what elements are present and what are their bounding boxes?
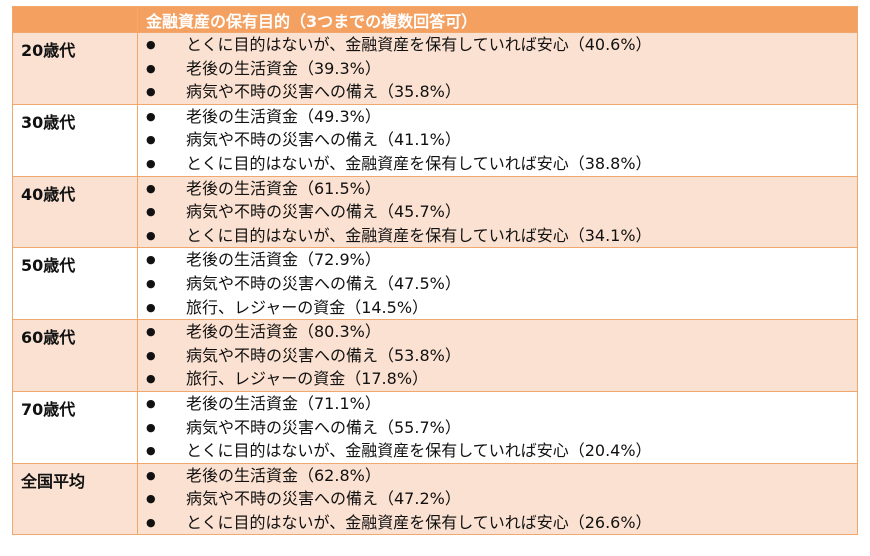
item: 旅行、レジャーの資金（14.5%） [138, 296, 857, 320]
item-list: 老後の生活資金（72.9%）病気や不時の災害への備え（47.5%）旅行、レジャー… [138, 248, 857, 319]
table: 金融資産の保有目的（3つまでの複数回答可） 20歳代とくに目的はないが、金融資産… [12, 6, 858, 536]
item-list: とくに目的はないが、金融資産を保有していれば安心（40.6%）老後の生活資金（3… [138, 33, 857, 104]
item: 旅行、レジャーの資金（17.8%） [138, 367, 857, 391]
item: とくに目的はないが、金融資産を保有していれば安心（40.6%） [138, 33, 857, 57]
items-cell: 老後の生活資金（72.9%）病気や不時の災害への備え（47.5%）旅行、レジャー… [137, 247, 858, 321]
item-list: 老後の生活資金（71.1%）病気や不時の災害への備え（55.7%）とくに目的はな… [138, 392, 857, 463]
item: 病気や不時の災害への備え（35.8%） [138, 80, 857, 104]
item: とくに目的はないが、金融資産を保有していれば安心（34.1%） [138, 224, 857, 248]
items-cell: 老後の生活資金（80.3%）病気や不時の災害への備え（53.8%）旅行、レジャー… [137, 319, 858, 392]
item: 老後の生活資金（61.5%） [138, 177, 857, 201]
row: 50歳代老後の生活資金（72.9%）病気や不時の災害への備え（47.5%）旅行、… [12, 247, 858, 321]
row: 70歳代老後の生活資金（71.1%）病気や不時の災害への備え（55.7%）とくに… [12, 390, 858, 464]
age-label: 40歳代 [12, 175, 138, 249]
age-label: 30歳代 [12, 103, 138, 177]
table-body: 20歳代とくに目的はないが、金融資産を保有していれば安心（40.6%）老後の生活… [12, 32, 858, 536]
item: 病気や不時の災害への備え（45.7%） [138, 200, 857, 224]
age-label: 70歳代 [12, 390, 138, 464]
item: 老後の生活資金（49.3%） [138, 105, 857, 129]
item: とくに目的はないが、金融資産を保有していれば安心（20.4%） [138, 439, 857, 463]
age-label: 20歳代 [12, 32, 138, 105]
row: 30歳代老後の生活資金（49.3%）病気や不時の災害への備え（41.1%）とくに… [12, 103, 858, 177]
item-list: 老後の生活資金（62.8%）病気や不時の災害への備え（47.2%）とくに目的はな… [138, 464, 857, 535]
header-title: 金融資産の保有目的（3つまでの複数回答可） [137, 6, 858, 33]
header-row: 金融資産の保有目的（3つまでの複数回答可） [12, 6, 858, 33]
age-label: 50歳代 [12, 247, 138, 321]
item: とくに目的はないが、金融資産を保有していれば安心（26.6%） [138, 511, 857, 535]
age-label: 全国平均 [12, 462, 138, 536]
item: 病気や不時の災害への備え（47.2%） [138, 487, 857, 511]
item-list: 老後の生活資金（49.3%）病気や不時の災害への備え（41.1%）とくに目的はな… [138, 105, 857, 176]
item: 老後の生活資金（62.8%） [138, 464, 857, 488]
item: 病気や不時の災害への備え（47.5%） [138, 272, 857, 296]
age-label: 60歳代 [12, 319, 138, 392]
item: とくに目的はないが、金融資産を保有していれば安心（38.8%） [138, 152, 857, 176]
item: 老後の生活資金（80.3%） [138, 320, 857, 344]
items-cell: 老後の生活資金（49.3%）病気や不時の災害への備え（41.1%）とくに目的はな… [137, 103, 858, 177]
item-list: 老後の生活資金（61.5%）病気や不時の災害への備え（45.7%）とくに目的はな… [138, 177, 857, 248]
items-cell: 老後の生活資金（71.1%）病気や不時の災害への備え（55.7%）とくに目的はな… [137, 390, 858, 464]
header-cell [12, 6, 138, 33]
item: 病気や不時の災害への備え（53.8%） [138, 344, 857, 368]
row: 60歳代老後の生活資金（80.3%）病気や不時の災害への備え（53.8%）旅行、… [12, 319, 858, 392]
item: 病気や不時の災害への備え（41.1%） [138, 128, 857, 152]
item: 老後の生活資金（71.1%） [138, 392, 857, 416]
items-cell: 老後の生活資金（62.8%）病気や不時の災害への備え（47.2%）とくに目的はな… [137, 462, 858, 536]
item: 老後の生活資金（39.3%） [138, 57, 857, 81]
row: 全国平均老後の生活資金（62.8%）病気や不時の災害への備え（47.2%）とくに… [12, 462, 858, 536]
items-cell: 老後の生活資金（61.5%）病気や不時の災害への備え（45.7%）とくに目的はな… [137, 175, 858, 249]
item: 病気や不時の災害への備え（55.7%） [138, 416, 857, 440]
item-list: 老後の生活資金（80.3%）病気や不時の災害への備え（53.8%）旅行、レジャー… [138, 320, 857, 391]
item: 老後の生活資金（72.9%） [138, 248, 857, 272]
row: 20歳代とくに目的はないが、金融資産を保有していれば安心（40.6%）老後の生活… [12, 32, 858, 105]
row: 40歳代老後の生活資金（61.5%）病気や不時の災害への備え（45.7%）とくに… [12, 175, 858, 249]
items-cell: とくに目的はないが、金融資産を保有していれば安心（40.6%）老後の生活資金（3… [137, 32, 858, 105]
